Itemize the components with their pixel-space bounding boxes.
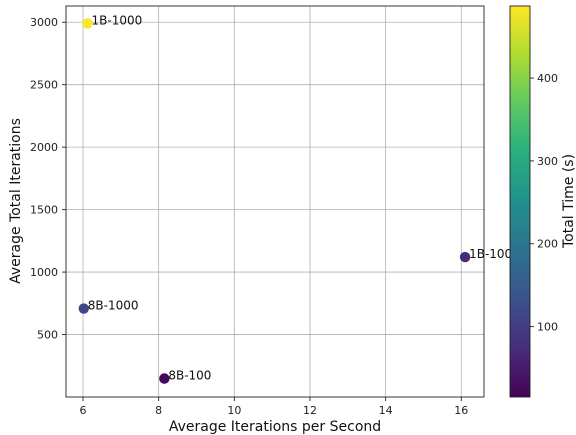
data-point-label-1: 1B-100 <box>469 247 512 261</box>
y-tick-label-2: 1500 <box>30 204 58 217</box>
x-tick-label-3: 12 <box>303 404 317 417</box>
x-tick-label-4: 14 <box>379 404 393 417</box>
colorbar <box>509 5 531 398</box>
colorbar-label: Total Time (s) <box>561 154 576 249</box>
data-point-2 <box>78 303 89 314</box>
y-tick-label-0: 500 <box>37 329 58 342</box>
data-points: 1B-1000 1B-100 8B-1000 8B-100 <box>78 13 512 384</box>
data-point-label-3: 8B-100 <box>168 369 211 383</box>
data-point-label-0: 1B-1000 <box>92 13 143 27</box>
grid-lines <box>66 6 484 397</box>
data-point-1 <box>459 251 471 263</box>
colorbar-tick-label-3: 400 <box>537 72 558 85</box>
y-tick-label-3: 2000 <box>30 141 58 154</box>
plot-frame <box>65 5 485 398</box>
y-axis-label: Average Total Iterations <box>8 118 24 284</box>
axis-ticks: 6 8 10 12 14 16 500 1000 1500 2000 2500 3000 <box>30 16 468 417</box>
colorbar-ticks: 100 200 300 400 <box>530 72 558 334</box>
colorbar-tick-label-2: 300 <box>537 155 558 168</box>
colorbar-tick-label-1: 200 <box>537 238 558 251</box>
data-point-label-2: 8B-1000 <box>88 299 139 313</box>
y-tick-label-5: 3000 <box>30 16 58 29</box>
x-axis-label: Average Iterations per Second <box>169 419 381 435</box>
x-tick-label-0: 6 <box>80 404 87 417</box>
x-tick-label-5: 16 <box>454 404 468 417</box>
data-point-0 <box>82 18 93 29</box>
data-point-3 <box>159 373 170 384</box>
colorbar-tick-label-0: 100 <box>537 321 558 334</box>
y-tick-label-4: 2500 <box>30 79 58 92</box>
x-tick-label-2: 10 <box>227 404 241 417</box>
y-tick-label-1: 1000 <box>30 266 58 279</box>
x-tick-label-1: 8 <box>155 404 162 417</box>
